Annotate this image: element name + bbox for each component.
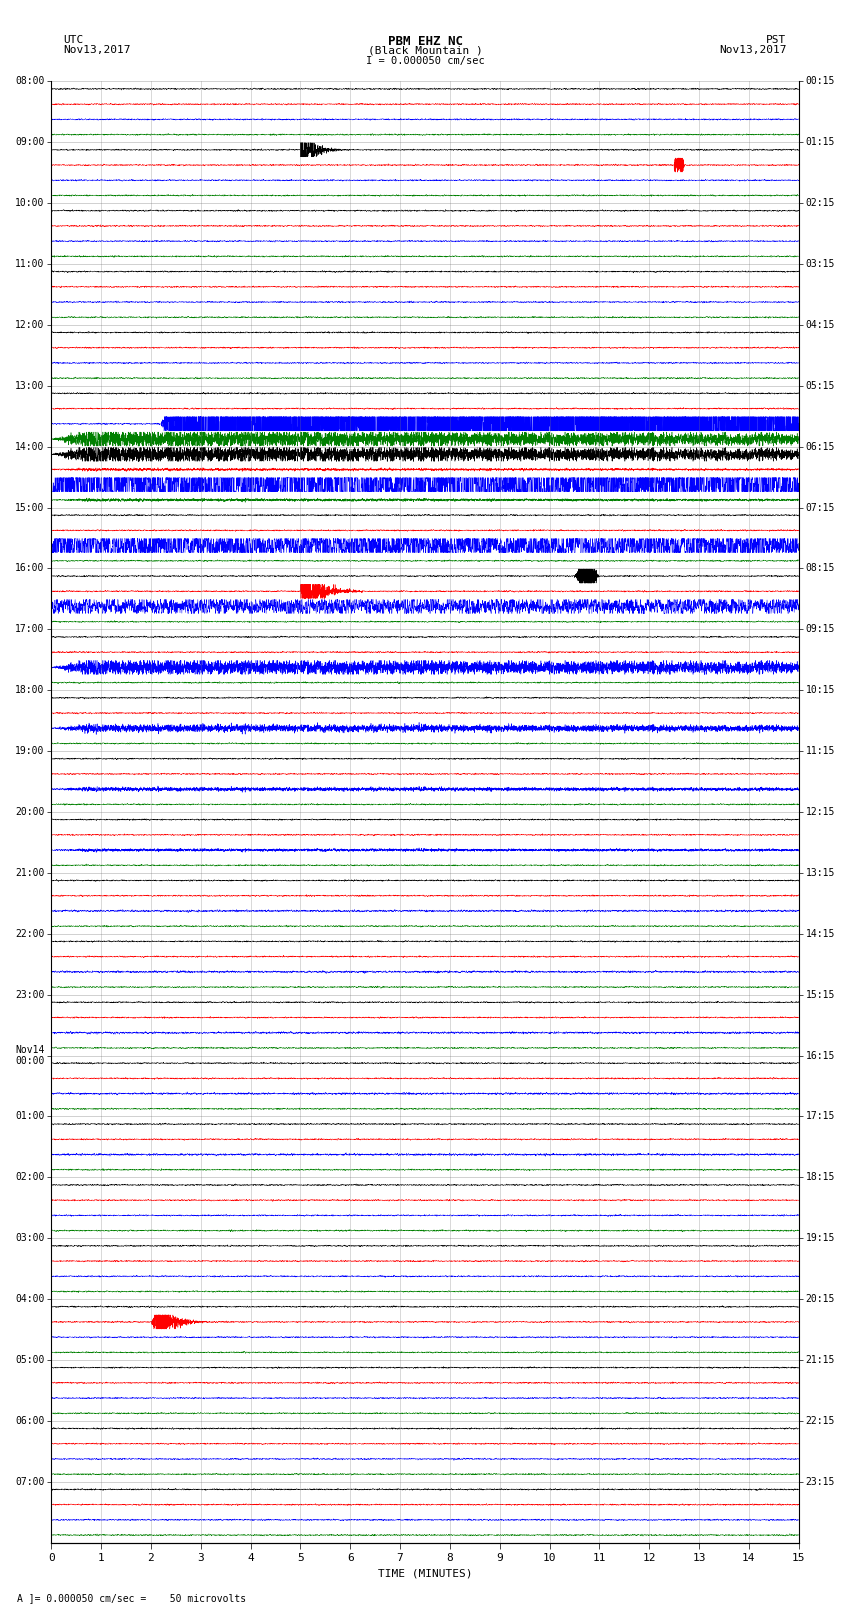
X-axis label: TIME (MINUTES): TIME (MINUTES) (377, 1569, 473, 1579)
Text: UTC: UTC (64, 35, 84, 45)
Text: Nov13,2017: Nov13,2017 (64, 45, 131, 55)
Text: A ]= 0.000050 cm/sec =    50 microvolts: A ]= 0.000050 cm/sec = 50 microvolts (17, 1594, 246, 1603)
Text: Nov13,2017: Nov13,2017 (719, 45, 786, 55)
Text: (Black Mountain ): (Black Mountain ) (367, 45, 483, 55)
Text: I = 0.000050 cm/sec: I = 0.000050 cm/sec (366, 56, 484, 66)
Text: PST: PST (766, 35, 786, 45)
Text: PBM EHZ NC: PBM EHZ NC (388, 35, 462, 48)
